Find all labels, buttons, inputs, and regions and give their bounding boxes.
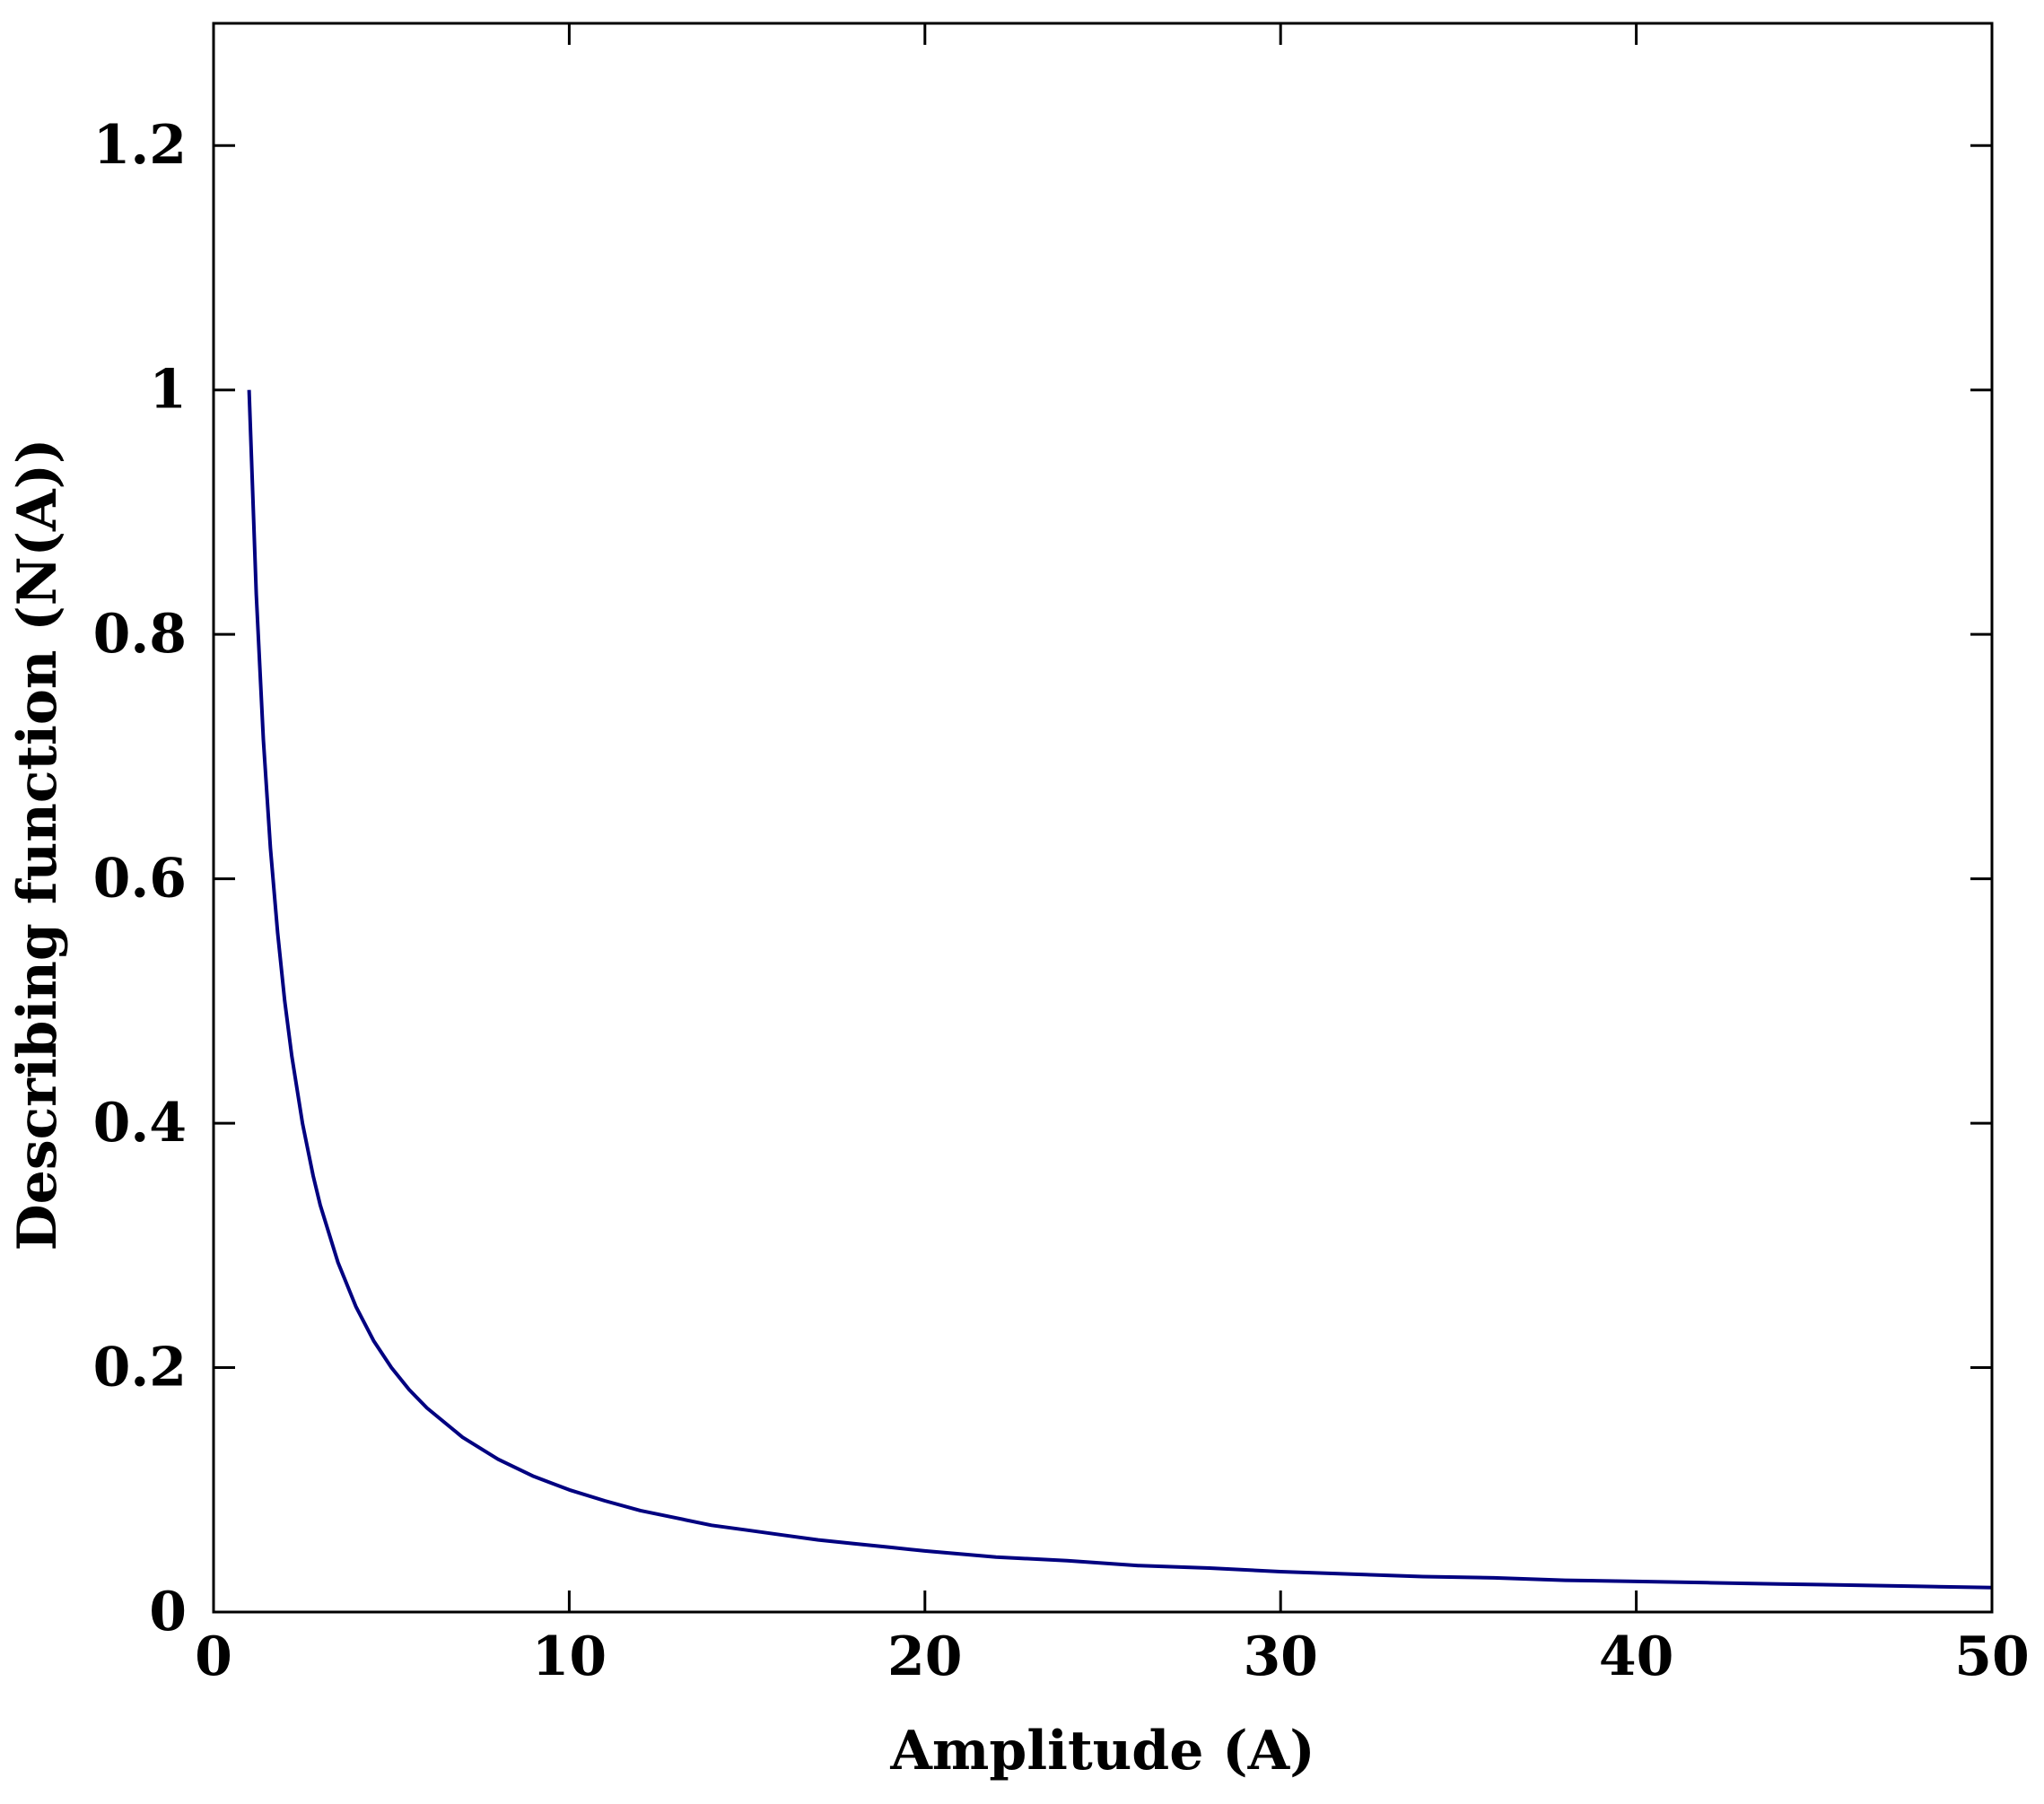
y-tick-label: 0.4 [93, 1092, 187, 1155]
plot-frame [212, 22, 1994, 1614]
x-tick-label: 20 [887, 1625, 963, 1688]
y-tick-label: 0.8 [93, 603, 187, 666]
x-tick-label: 50 [1954, 1625, 2030, 1688]
y-axis-label: Describing function (N(A)) [6, 439, 69, 1251]
y-tick-label: 1 [149, 359, 187, 422]
x-tick-label: 10 [532, 1625, 607, 1688]
y-tick-label: 0.6 [93, 848, 187, 911]
y-tick-label: 0 [149, 1581, 187, 1643]
x-axis-label: Amplitude (A) [889, 1720, 1315, 1782]
x-tick-label: 0 [195, 1625, 232, 1688]
x-tick-label: 30 [1243, 1625, 1318, 1688]
x-tick-label: 40 [1599, 1625, 1674, 1688]
y-tick-label: 0.2 [93, 1337, 187, 1399]
tick-labels: 0 10 20 30 40 50 0 0.2 0.4 0.6 0.8 1 1.2 [93, 114, 2030, 1688]
series-line-0 [247, 389, 1993, 1590]
series-layer [247, 389, 1993, 1590]
y-tick-label: 1.2 [93, 114, 187, 177]
